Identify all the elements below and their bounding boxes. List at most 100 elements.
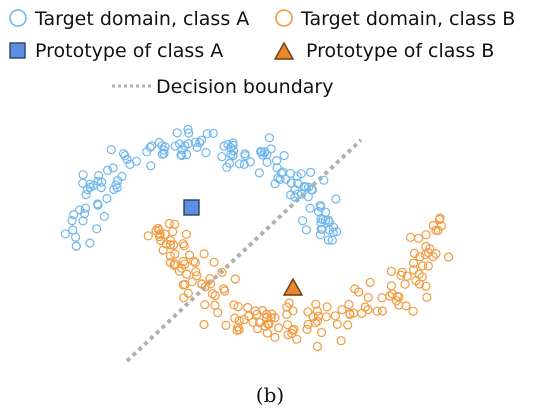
scatter-point (279, 151, 289, 161)
scatter-point (200, 282, 210, 292)
scatter-point (182, 149, 192, 160)
scatter-point (85, 179, 95, 189)
scatter-point (349, 308, 359, 318)
scatter-point (286, 190, 296, 200)
scatter-point (260, 147, 270, 157)
scatter-point (221, 320, 231, 330)
scatter-point (220, 286, 230, 296)
scatter-point (323, 215, 333, 225)
scatter-point (386, 281, 396, 291)
scatter-point (102, 165, 113, 175)
scatter-point (283, 320, 293, 330)
scatter-point (230, 313, 240, 323)
scatter-point (400, 279, 410, 289)
scatter-point (229, 300, 239, 310)
legend-class-a-label: Target domain, class A (34, 8, 249, 30)
legend-class-b-icon (275, 9, 293, 27)
scatter-point (196, 135, 206, 145)
scatter-point (331, 194, 341, 204)
scatter-point (174, 139, 185, 149)
scatter-point (305, 203, 315, 213)
scatter-point (85, 182, 96, 192)
scatter-point (254, 168, 264, 178)
scatter-point (81, 190, 91, 200)
scatter-point (106, 145, 116, 155)
scatter-point (200, 300, 210, 310)
scatter-point (179, 293, 189, 303)
scatter-point (343, 320, 353, 330)
scatter-point (286, 178, 296, 188)
scatter-point (234, 316, 244, 326)
legend-class-a-icon (9, 9, 27, 27)
scatter-point (386, 266, 396, 276)
scatter-point (392, 291, 402, 301)
scatter-point (60, 229, 71, 239)
scatter-point (264, 133, 274, 143)
scatter-point (217, 267, 227, 277)
scatter-point (164, 219, 174, 229)
scatter-point (344, 299, 354, 310)
scatter-point (428, 220, 438, 231)
scatter-point (202, 129, 212, 139)
scatter-point (302, 324, 312, 334)
scatter-point (313, 311, 324, 321)
legend-boundary-label: Decision boundary (156, 76, 333, 98)
scatter-point (176, 150, 186, 160)
legend-prototype-b-icon (273, 41, 295, 60)
legend-prototype-a-label: Prototype of class A (35, 40, 223, 62)
scatter-point (170, 219, 180, 229)
scatter-point (377, 293, 387, 303)
legend-prototype-a-icon (9, 42, 26, 59)
scatter-point (176, 263, 186, 273)
scatter-point (102, 193, 112, 204)
scatter-point (192, 142, 202, 152)
scatter-point (187, 277, 197, 287)
scatter-point (262, 157, 272, 167)
scatter-point (301, 225, 311, 235)
scatter-point (147, 141, 157, 151)
scatter-point (298, 216, 308, 226)
scatter-point (409, 248, 419, 258)
scatter-point (178, 239, 188, 249)
scatter-point (243, 302, 253, 313)
scatter-point (131, 156, 141, 166)
scatter-point (244, 311, 254, 321)
scatter-point (79, 209, 90, 219)
scatter-point (168, 227, 178, 237)
scatter-point (80, 203, 91, 213)
scatter-point (372, 306, 382, 316)
scatter-point (183, 124, 193, 134)
scatter-point (405, 232, 416, 242)
scatter-point (85, 238, 95, 248)
scatter-point (315, 200, 325, 210)
scatter-point (182, 269, 192, 279)
scatter-point (223, 139, 233, 149)
scatter-point (184, 128, 194, 138)
scatter-point (120, 151, 130, 161)
scatter-point (417, 272, 427, 282)
scatter-point (336, 336, 346, 346)
scatter-point (288, 306, 298, 316)
scatter-point (409, 265, 419, 275)
scatter-point (157, 141, 167, 151)
scatter-point (270, 332, 280, 342)
scatter-point (185, 250, 195, 260)
class-a-points (60, 124, 342, 251)
scatter-point (315, 230, 325, 240)
scatter-point (183, 139, 193, 149)
scatter-point (311, 299, 321, 309)
scatter-point (206, 279, 216, 289)
scatter-point (199, 249, 209, 259)
scatter-point (262, 328, 272, 338)
scatter-point (225, 158, 235, 168)
scatter-point (306, 167, 316, 177)
scatter-point (397, 267, 407, 277)
scatter-point (117, 171, 127, 182)
scatter-point (312, 306, 322, 316)
scatter-point (69, 210, 79, 220)
scatter-point (226, 142, 236, 153)
scatter-point (321, 312, 331, 322)
scatter-point (219, 141, 229, 151)
scatter-point (170, 259, 180, 269)
